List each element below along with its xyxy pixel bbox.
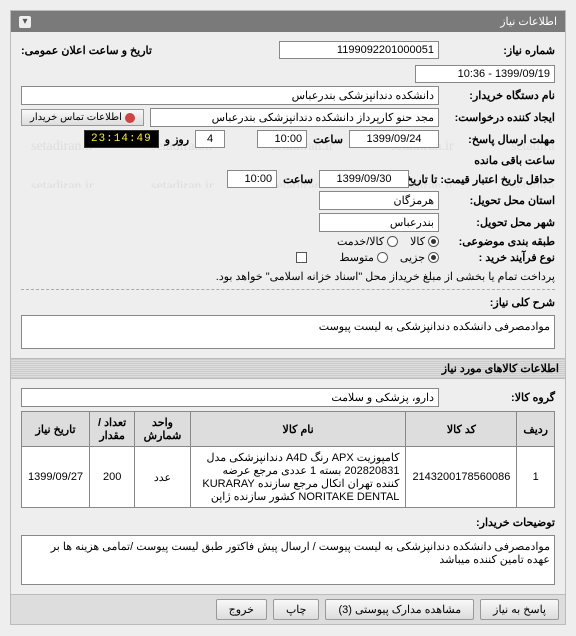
- buyer-device-value: دانشکده دندانپزشکی بندرعباس: [21, 86, 439, 105]
- radio-low-label: جزیی: [400, 251, 425, 264]
- remain-text: ساعت باقی مانده: [474, 154, 555, 167]
- radio-mid[interactable]: متوسط: [339, 251, 388, 264]
- items-table: ردیف کد کالا نام کالا واحد شمارش تعداد /…: [21, 411, 555, 508]
- need-no-label: شماره نیاز:: [445, 44, 555, 57]
- form-area: شماره نیاز: 1199092201000051 تاریخ و ساع…: [11, 32, 565, 358]
- th-name: نام کالا: [190, 412, 406, 447]
- need-info-panel: اطلاعات نیاز ▾ شماره نیاز: 1199092201000…: [10, 10, 566, 625]
- summary-label: شرح کلی نیاز:: [445, 296, 555, 309]
- countdown-timer: 23:14:49: [84, 130, 159, 148]
- attachments-button[interactable]: مشاهده مدارک پیوستی (3): [325, 599, 474, 620]
- creator-value: مجد حنو کارپرداز دانشکده دندانپزشکی بندر…: [150, 108, 439, 127]
- panel-header: اطلاعات نیاز ▾: [11, 11, 565, 32]
- exit-button[interactable]: خروج: [216, 599, 267, 620]
- radio-circle-icon: [387, 236, 398, 247]
- treasury-checkbox[interactable]: [296, 252, 307, 263]
- item-group-value: دارو، پزشکی و سلامت: [21, 388, 439, 407]
- city-value: بندرعباس: [319, 213, 439, 232]
- panel-title: اطلاعات نیاز: [500, 15, 557, 28]
- table-row[interactable]: 1 2143200178560086 کامپوزیت APX رنگ A4D …: [22, 447, 555, 508]
- deadline-label: مهلت ارسال پاسخ:: [445, 133, 555, 146]
- treasury-note: پرداخت تمام یا بخشی از مبلغ خریداز محل "…: [216, 270, 555, 283]
- province-value: هرمزگان: [319, 191, 439, 210]
- table-header-row: ردیف کد کالا نام کالا واحد شمارش تعداد /…: [22, 412, 555, 447]
- deadline-date: 1399/09/24: [349, 130, 439, 148]
- th-unit: واحد شمارش: [135, 412, 191, 447]
- contact-buyer-button[interactable]: اطلاعات تماس خریدار: [21, 109, 144, 126]
- td-row: 1: [517, 447, 555, 508]
- radio-goods-label: کالا: [410, 235, 425, 248]
- province-label: استان محل تحویل:: [445, 194, 555, 207]
- th-code: کد کالا: [406, 412, 517, 447]
- days-left: 4: [195, 130, 225, 148]
- reply-button[interactable]: پاسخ به نیاز: [480, 599, 559, 620]
- summary-textarea[interactable]: موادمصرفی دانشکده دندانپزشکی به لیست پیو…: [21, 315, 555, 349]
- announce-label: تاریخ و ساعت اعلان عمومی:: [21, 44, 152, 57]
- validity-date: 1399/09/30: [319, 170, 409, 188]
- phone-icon: [125, 113, 135, 123]
- radio-low[interactable]: جزیی: [400, 251, 439, 264]
- city-label: شهر محل تحویل:: [445, 216, 555, 229]
- time-label-1: ساعت: [313, 133, 343, 146]
- announce-value: 1399/09/19 - 10:36: [415, 65, 555, 83]
- th-qty: تعداد / مقدار: [90, 412, 135, 447]
- buyer-notes-textarea[interactable]: موادمصرفی دانشکده دندانپزشکی به لیست پیو…: [21, 535, 555, 585]
- group-type-label: طبقه بندی موضوعی:: [445, 235, 555, 248]
- radio-circle-icon: [428, 236, 439, 247]
- validity-time: 10:00: [227, 170, 277, 188]
- print-button[interactable]: چاپ: [273, 599, 320, 620]
- deadline-time: 10:00: [257, 130, 307, 148]
- buyer-device-label: نام دستگاه خریدار:: [445, 89, 555, 102]
- radio-mid-label: متوسط: [339, 251, 374, 264]
- td-name: کامپوزیت APX رنگ A4D دندانپزشکی مدل 2028…: [190, 447, 406, 508]
- th-row: ردیف: [517, 412, 555, 447]
- buy-process-label: نوع فرآیند خرید :: [445, 251, 555, 264]
- buy-process-radios: جزیی متوسط: [339, 251, 439, 264]
- td-unit: عدد: [135, 447, 191, 508]
- radio-circle-icon: [428, 252, 439, 263]
- group-type-radios: کالا کالا/خدمت: [337, 235, 439, 248]
- contact-btn-label: اطلاعات تماس خریدار: [30, 112, 122, 123]
- buyer-notes-label: توضیحات خریدار:: [445, 516, 555, 529]
- button-bar: پاسخ به نیاز مشاهده مدارک پیوستی (3) چاپ…: [11, 594, 565, 624]
- need-no-value: 1199092201000051: [279, 41, 439, 59]
- td-qty: 200: [90, 447, 135, 508]
- radio-goods[interactable]: کالا: [410, 235, 439, 248]
- item-group-label: گروه کالا:: [445, 391, 555, 404]
- td-code: 2143200178560086: [406, 447, 517, 508]
- td-need-date: 1399/09/27: [22, 447, 90, 508]
- radio-service-label: کالا/خدمت: [337, 235, 384, 248]
- time-label-2: ساعت: [283, 173, 313, 186]
- th-need-date: تاریخ نیاز: [22, 412, 90, 447]
- creator-label: ایجاد کننده درخواست:: [445, 111, 555, 124]
- validity-label: حداقل تاریخ اعتبار قیمت: تا تاریخ:: [415, 173, 555, 186]
- collapse-icon[interactable]: ▾: [19, 16, 31, 28]
- items-section-title: اطلاعات کالاهای مورد نیاز: [11, 358, 565, 379]
- radio-service[interactable]: کالا/خدمت: [337, 235, 398, 248]
- radio-circle-icon: [377, 252, 388, 263]
- day-label: روز و: [165, 133, 189, 146]
